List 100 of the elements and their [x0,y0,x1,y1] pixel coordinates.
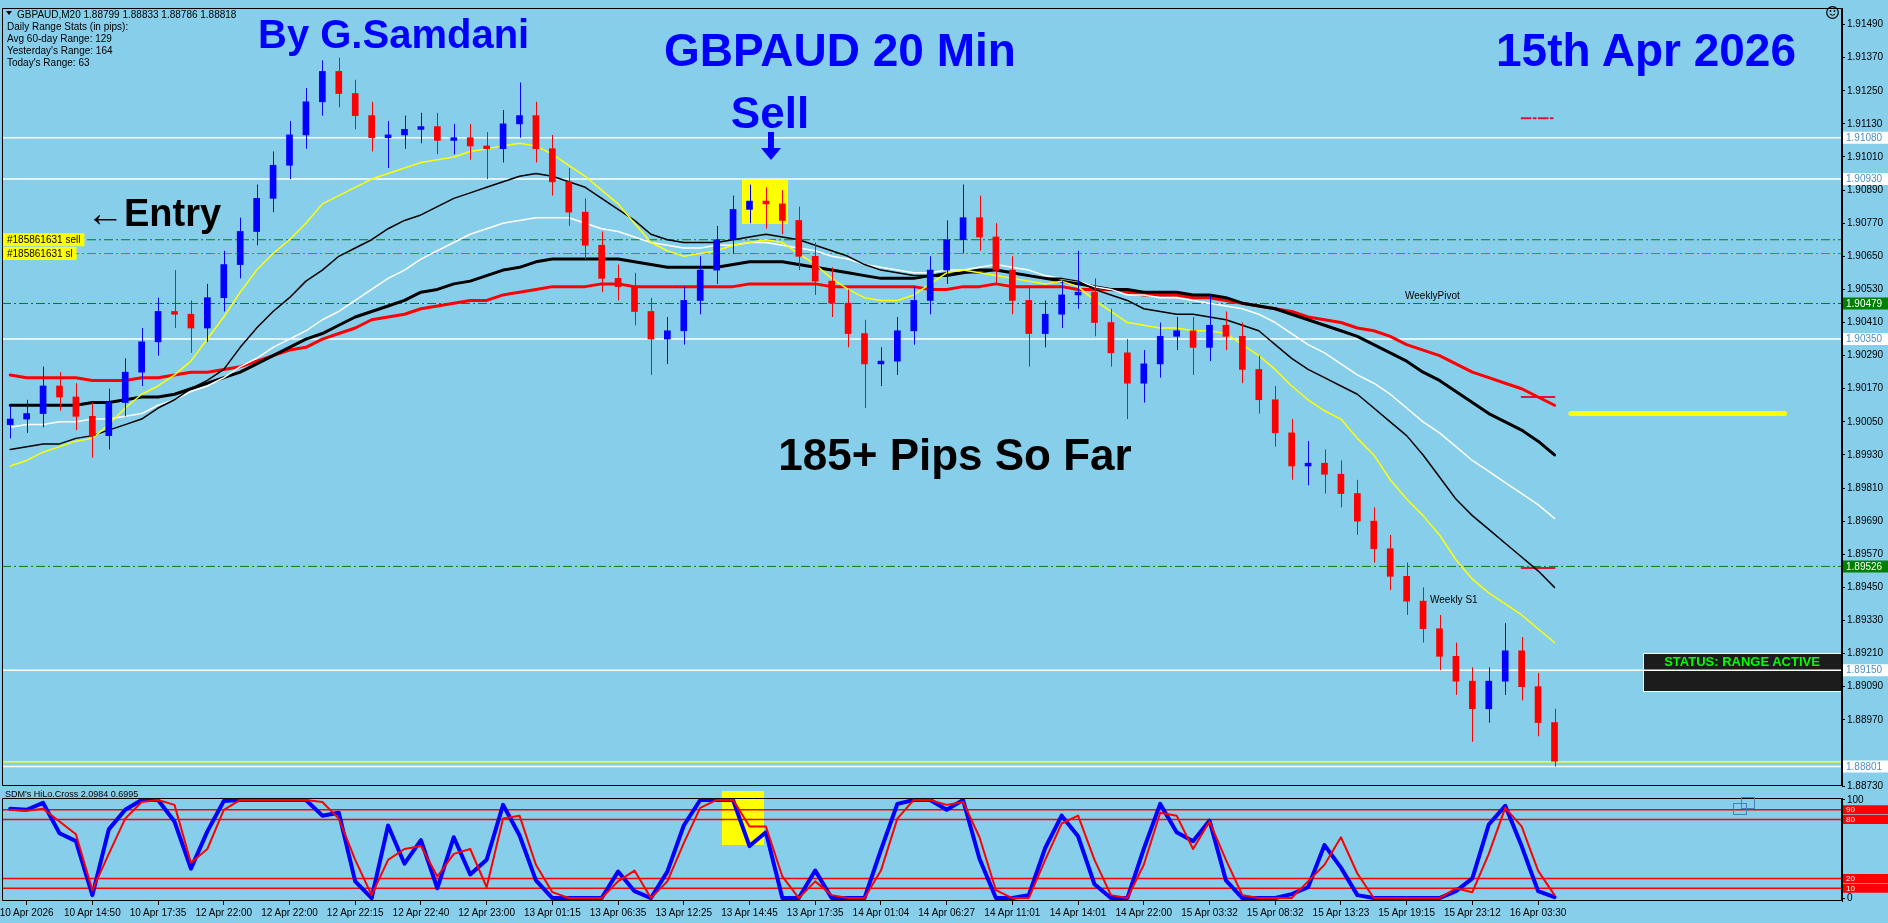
annotation: GBPAUD,M20 1.88799 1.88833 1.88786 1.88818 [17,9,237,20]
candlestick [466,123,474,161]
ref-line-label: 1.90350 [1846,333,1883,345]
candlestick [976,195,983,252]
annotation: 185+ Pips So Far [778,430,1132,479]
x-tick-label: 15 Apr 23:12 [1444,906,1502,918]
x-tick-label: 13 Apr 14:45 [721,906,779,918]
y-tick-label: 1.89810 [1847,481,1884,493]
y-tick-label: 100 [1847,793,1865,805]
x-tick-label: 15 Apr 08:32 [1246,906,1305,918]
ref-line-label: 1.89150 [1846,664,1883,676]
candlestick [368,101,375,152]
candlestick [1058,280,1065,329]
x-tick-label: 14 Apr 11:01 [984,906,1041,918]
x-tick-label: 10 Apr 17:35 [129,906,187,918]
y-tick-label: 1.91130 [1847,117,1883,129]
candlestick [1173,316,1180,351]
y-tick-label: 1.89210 [1847,647,1884,659]
x-tick-label: 12 Apr 23:00 [458,906,516,918]
candlestick [746,184,753,224]
y-tick-label: 1.89450 [1847,581,1884,593]
candlestick [1321,448,1328,495]
annotation: Today's Range: 63 [7,57,90,68]
x-tick-label: 12 Apr 22:15 [326,906,385,918]
ref-line-label: 1.90479 [1846,297,1883,309]
ref-line-label: 10 [1846,883,1856,893]
candlestick [351,79,359,130]
candlestick [89,402,96,459]
x-tick-label: 13 Apr 06:35 [589,906,647,918]
y-tick-label: 1.91490 [1847,18,1884,30]
ref-line-label: #185861631 sell [7,233,81,245]
annotation: Avg 60-day Range: 129 [7,33,113,44]
x-tick-label: 10 Apr 14:50 [64,906,122,918]
annotation: ←Entry [86,192,222,234]
y-tick-label: 1.90650 [1847,250,1884,262]
candlestick [516,81,523,139]
annotation: By G.Samdani [258,12,530,56]
y-tick-label: 1.89570 [1847,548,1884,560]
x-tick-label: 16 Apr 03:30 [1509,906,1567,918]
candlestick [959,184,967,255]
x-tick-label: 15 Apr 13:23 [1312,906,1370,918]
y-tick-label: 1.90530 [1847,283,1884,295]
annotation: Yesterday's Range: 164 [7,45,113,56]
y-tick-label: 1.90890 [1847,183,1884,195]
y-tick-label: 1.91010 [1847,150,1884,162]
ref-line-label: #185861631 sl [7,247,73,259]
candlestick [1189,316,1197,376]
x-tick-label: 15 Apr 03:32 [1181,906,1239,918]
annotation: WeeklyPivot [1405,290,1461,302]
candlestick [171,269,178,329]
x-tick-label: 14 Apr 01:04 [852,906,910,918]
candlestick [434,112,441,155]
candlestick [23,399,30,434]
candlestick [6,404,14,439]
annotation: STATUS: RANGE ACTIVE [1664,654,1821,669]
ref-line-label: 1.89526 [1846,560,1883,572]
annotation: Sell [730,88,810,137]
x-tick-label: 12 Apr 22:40 [392,906,450,918]
x-tick-label: 13 Apr 12:25 [655,906,713,918]
annotation: SDM's HiLo.Cross 2.0984 0.6995 [5,789,139,799]
ref-line-label: 80 [1846,815,1856,825]
chart-subtitle: 15th Apr 2026 [1496,24,1796,76]
ref-line-label: 1.88801 [1846,760,1883,772]
x-tick-label: 12 Apr 22:00 [195,906,253,918]
candlestick [450,123,458,155]
candlestick [779,189,786,235]
candlestick [417,112,425,144]
y-tick-label: 1.91370 [1847,51,1884,63]
y-tick-label: 1.89690 [1847,514,1884,526]
candlestick [335,57,343,108]
annotation: Daily Range Stats (in pips): [7,21,129,32]
y-tick-label: 1.89090 [1847,680,1884,692]
candlestick [1222,310,1230,351]
x-tick-label: 14 Apr 22:00 [1115,906,1173,918]
y-tick-label: 0 [1847,891,1853,903]
x-tick-label: 14 Apr 06:27 [918,906,976,918]
ref-line-label: 1.91080 [1846,131,1883,143]
candlestick [1140,349,1148,404]
chart-title: GBPAUD 20 Min [664,24,1016,76]
candlestick [1041,299,1049,348]
ref-line-label: 1.90930 [1846,173,1883,185]
x-tick-label: 15 Apr 19:15 [1378,906,1436,918]
candlestick [72,382,80,431]
ref-line-label: 20 [1846,874,1856,884]
y-tick-label: 1.90770 [1847,216,1884,228]
x-tick-label: 14 Apr 14:01 [1049,906,1107,918]
ref-line-label: 90 [1846,805,1856,815]
x-tick-label: 12 Apr 22:00 [261,906,319,918]
x-tick-label: 13 Apr 17:35 [786,906,845,918]
y-tick-label: 1.90290 [1847,349,1884,361]
candlestick [1206,294,1213,362]
candlestick [401,115,408,150]
y-tick-label: 1.89930 [1847,448,1884,460]
y-tick-label: 1.89330 [1847,614,1884,626]
candlestick [483,131,490,180]
y-tick-label: 1.91250 [1847,84,1884,96]
y-tick-label: 1.90410 [1847,316,1884,328]
candlestick [664,316,671,365]
candlestick [1337,459,1345,508]
x-tick-label: 13 Apr 01:15 [524,906,582,918]
